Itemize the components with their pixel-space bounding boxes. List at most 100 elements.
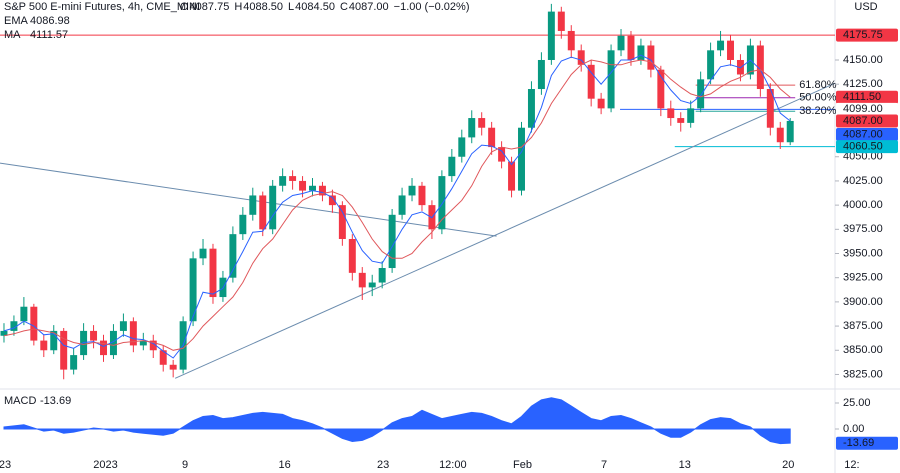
fib-label: 38.20% — [799, 105, 837, 117]
candle-body — [199, 248, 207, 259]
ohlc-key: L — [288, 1, 294, 13]
candle-body — [378, 268, 386, 283]
y-tick-label: 4050.00 — [843, 151, 883, 163]
candle-body — [657, 69, 665, 109]
legend-name: EMA — [4, 15, 29, 27]
ohlc-key: C — [340, 1, 348, 13]
candle-body — [557, 11, 565, 31]
trend-line — [0, 162, 497, 237]
macd-tick-label: 0.00 — [843, 423, 864, 435]
candle-body — [627, 35, 635, 60]
candle-body — [0, 330, 8, 336]
candle-body — [20, 306, 28, 322]
currency: USD — [854, 1, 877, 13]
candle-body — [259, 195, 267, 230]
candle-body — [269, 185, 277, 230]
candle-body — [109, 330, 117, 356]
x-tick-label: 23 — [377, 459, 389, 471]
candle-body — [766, 89, 774, 128]
change: −1.00 (−0.02%) — [394, 1, 470, 13]
candle-body — [249, 195, 257, 215]
candle-body — [547, 11, 555, 60]
fib-label: 50.00% — [799, 92, 837, 104]
candle-body — [50, 330, 58, 351]
candle-body — [468, 118, 476, 138]
candle-body — [667, 108, 675, 119]
y-tick-label: 3875.00 — [843, 320, 883, 332]
price-box-label: 4060.50 — [843, 140, 883, 152]
x-tick-label: 2023 — [93, 459, 117, 471]
y-tick-label: 4125.00 — [843, 78, 883, 90]
candle-body — [119, 321, 127, 331]
candle-body — [70, 355, 78, 370]
price-box — [836, 28, 898, 42]
candle-body — [60, 330, 68, 370]
legend-value: 4086.98 — [30, 15, 70, 27]
candle-body — [10, 321, 18, 331]
candle-body — [418, 185, 426, 206]
chart-title: S&P 500 E-mini Futures, 4h, CME_MINI — [4, 1, 200, 13]
y-tick-label: 3850.00 — [843, 344, 883, 356]
candle-body — [388, 214, 396, 269]
candle-body — [299, 180, 307, 191]
x-tick-label: 7 — [601, 459, 607, 471]
price-box-label: 4087.00 — [843, 128, 883, 140]
candle-body — [229, 234, 237, 278]
candle-body — [100, 340, 107, 356]
candle-body — [398, 195, 406, 215]
price-box-label: 4099.00 — [843, 103, 883, 115]
candle-body — [508, 161, 516, 191]
ohlc-key: O — [180, 1, 189, 13]
fib-label: 61.80% — [799, 79, 837, 91]
ohlc-value: 4084.50 — [295, 1, 335, 13]
candle-body — [30, 306, 38, 341]
candle-body — [169, 364, 177, 370]
candle-body — [527, 89, 535, 128]
candle-body — [498, 147, 506, 162]
price-box-label: 4111.50 — [843, 91, 881, 103]
candle-body — [90, 330, 98, 341]
candle-body — [448, 156, 456, 177]
candle-body — [40, 340, 48, 351]
ohlc-key: H — [234, 1, 242, 13]
candle-body — [587, 64, 595, 99]
candle-body — [756, 45, 764, 90]
y-tick-label: 4000.00 — [843, 199, 883, 211]
candle-body — [159, 350, 167, 365]
candle-body — [348, 238, 356, 273]
candle-body — [488, 127, 496, 148]
macd-name: MACD — [4, 395, 36, 407]
candle-body — [129, 321, 137, 346]
candle-body — [408, 185, 416, 196]
y-tick-label: 3975.00 — [843, 223, 883, 235]
candle-body — [139, 340, 147, 346]
x-tick-label: Feb — [513, 459, 532, 471]
candle-body — [209, 248, 217, 298]
plot: 61.80%50.00%38.20% — [0, 3, 837, 445]
ohlc-value: 4088.50 — [243, 1, 283, 13]
candle-body — [776, 127, 784, 143]
candle-body — [677, 118, 685, 123]
x-tick-label: 13 — [679, 459, 691, 471]
candle-body — [786, 120, 794, 143]
candle-body — [567, 30, 575, 51]
x-tick-label: 12: — [844, 459, 859, 471]
candle-body — [279, 176, 287, 186]
legend-name: MA — [4, 29, 21, 41]
candle-body — [309, 185, 316, 191]
legend-value: 4111.57 — [30, 29, 68, 41]
candle-body — [328, 195, 336, 206]
price-box-label: 4087.00 — [843, 115, 883, 127]
price-box — [836, 90, 898, 104]
ohlc-value: 4087.00 — [349, 1, 389, 13]
price-box — [836, 140, 898, 154]
candle-body — [687, 108, 695, 123]
candle-body — [707, 50, 715, 80]
trend-line — [174, 82, 836, 379]
macd-box-label: -13.69 — [843, 437, 874, 449]
indicator-line — [3, 59, 791, 351]
x-tick-label: 9 — [182, 459, 188, 471]
candle-body — [368, 282, 376, 288]
